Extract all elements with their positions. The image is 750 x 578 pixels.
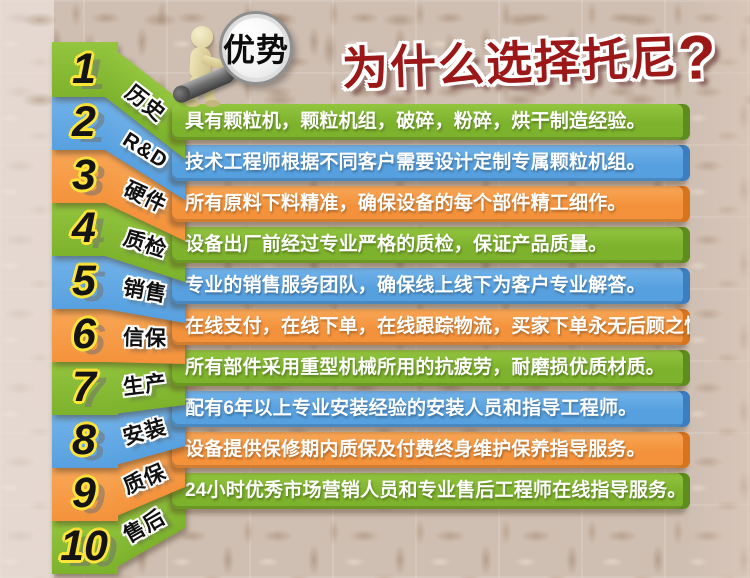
item-ribbon-label: 硬件: [120, 177, 171, 218]
item-content-text: 技术工程师根据不同客户需要设计定制专属颗粒机组。: [185, 152, 646, 173]
item-content-bar: 专业的销售服务团队，确保线上线下为客户专业解答。: [172, 268, 690, 304]
item-ribbon-label: 信保: [122, 326, 168, 351]
mascot-foot: [185, 100, 200, 107]
item-content-bar: 配有6年以上专业安装经验的安装人员和指导工程师。: [172, 391, 690, 427]
advantage-badge-text: 优势: [222, 31, 289, 69]
title-question-mark: ?: [676, 22, 720, 94]
item-content-bar: 设备提供保修期内质保及付费终身维护保养指导服务。: [172, 432, 690, 468]
item-content-bar: 24小时优秀市场营销人员和专业售后工程师在线指导服务。: [172, 473, 690, 509]
mascot-figure: [181, 26, 235, 108]
item-content-text: 24小时优秀市场营销人员和专业售后工程师在线指导服务。: [185, 480, 687, 501]
item-number: 8: [72, 416, 96, 464]
item-content-text: 设备出厂前经过专业严格的质检，保证产品质量。: [185, 234, 608, 255]
item-number: 5: [72, 257, 96, 305]
item-number: 7: [72, 363, 96, 411]
item-content-text: 专业的销售服务团队，确保线上线下为客户专业解答。: [185, 275, 646, 296]
item-ribbon-label: 质保: [120, 460, 170, 499]
item-number: 6: [72, 310, 96, 358]
item-content-bar: 设备出厂前经过专业严格的质检，保证产品质量。: [172, 227, 690, 263]
item-ribbon-label: 安装: [120, 415, 170, 450]
item-content-text: 设备提供保修期内质保及付费终身维护保养指导服务。: [185, 439, 646, 460]
background-left-strip: [0, 0, 54, 578]
page-title: 为什么选择托尼?: [341, 22, 720, 95]
item-content-bar: 在线支付，在线下单，在线跟踪物流，买家下单永无后顾之忧。: [172, 309, 690, 345]
item-ribbon-label: R&D: [118, 127, 172, 174]
item-ribbon-label: 生产: [121, 371, 169, 400]
magnifier-lens-icon: 优势: [219, 11, 293, 85]
item-content-text: 配有6年以上专业安装经验的安装人员和指导工程师。: [185, 398, 638, 419]
item-ribbon-label: 质检: [120, 226, 170, 263]
background-right-strip: [686, 0, 750, 578]
item-number: 10: [60, 522, 108, 570]
item-content-text: 所有原料下料精准，确保设备的每个部件精工细作。: [185, 193, 627, 214]
item-number: 3: [72, 151, 96, 199]
item-content-bar: 所有原料下料精准，确保设备的每个部件精工细作。: [172, 186, 690, 222]
item-ribbon-label: 销售: [121, 276, 169, 307]
item-content-bar: 技术工程师根据不同客户需要设计定制专属颗粒机组。: [172, 145, 690, 181]
item-ribbon-label: 售后: [119, 505, 170, 548]
item-content-text: 所有部件采用重型机械所用的抗疲劳，耐磨损优质材质。: [185, 357, 666, 378]
mascot-head: [191, 26, 213, 48]
mascot-foot: [205, 100, 220, 107]
item-content-bar: 所有部件采用重型机械所用的抗疲劳，耐磨损优质材质。: [172, 350, 690, 386]
item-number: 9: [72, 469, 96, 517]
item-content-text: 在线支付，在线下单，在线跟踪物流，买家下单永无后顾之忧。: [185, 316, 690, 337]
item-number: 4: [72, 204, 96, 252]
